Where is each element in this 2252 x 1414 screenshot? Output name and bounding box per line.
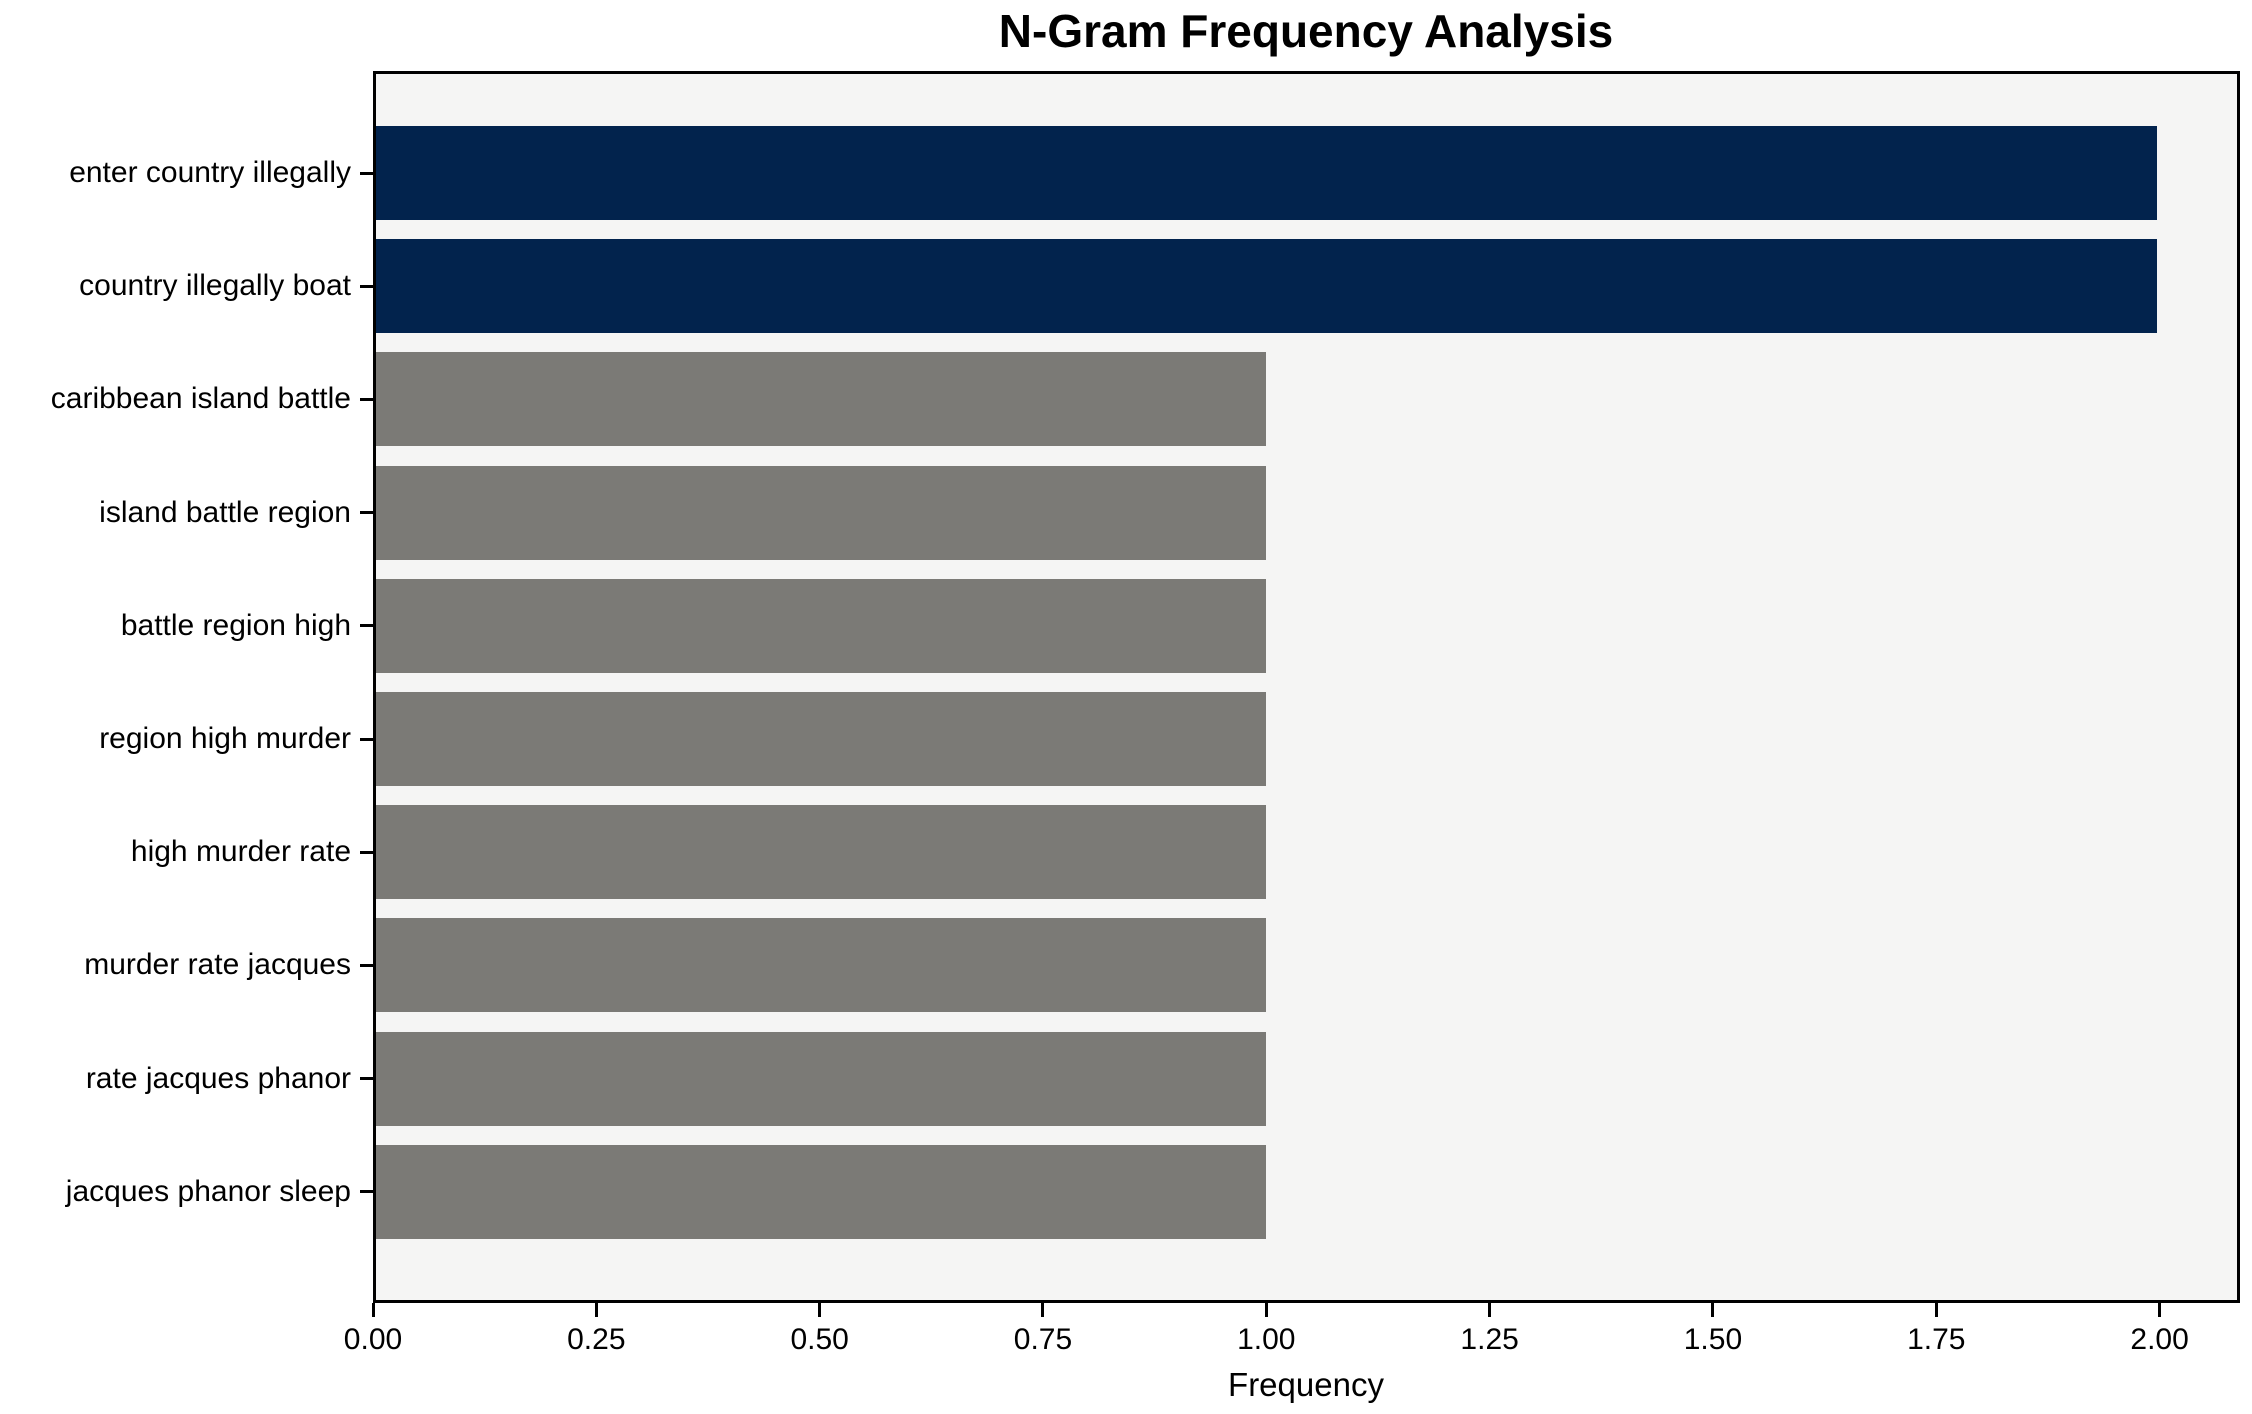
bar bbox=[376, 805, 1267, 900]
x-tick-label: 0.00 bbox=[343, 1323, 403, 1356]
x-tick-mark bbox=[2158, 1303, 2162, 1317]
y-tick-label: murder rate jacques bbox=[84, 948, 351, 982]
x-tick-mark bbox=[1041, 1303, 1045, 1317]
y-tick-mark bbox=[360, 1190, 373, 1194]
y-tick-mark bbox=[360, 511, 373, 515]
plot-area bbox=[373, 71, 2240, 1303]
y-tick-mark bbox=[360, 850, 373, 854]
y-tick-mark bbox=[360, 963, 373, 967]
x-axis-title: Frequency bbox=[1228, 1366, 1384, 1403]
x-tick-mark bbox=[1711, 1303, 1715, 1317]
x-tick-label: 1.00 bbox=[1237, 1323, 1296, 1356]
bar bbox=[376, 578, 1267, 673]
y-tick-label: caribbean island battle bbox=[50, 382, 351, 416]
x-tick-label: 0.25 bbox=[567, 1323, 626, 1356]
bar bbox=[376, 126, 2157, 220]
x-tick-label: 0.75 bbox=[1013, 1323, 1073, 1356]
x-tick-label: 1.75 bbox=[1907, 1323, 1966, 1356]
x-tick-mark bbox=[1264, 1303, 1268, 1317]
bar bbox=[376, 239, 2157, 334]
bar bbox=[376, 1031, 1267, 1126]
y-tick-label: island battle region bbox=[99, 495, 351, 529]
y-tick-mark bbox=[360, 284, 373, 288]
x-tick-label: 0.50 bbox=[790, 1323, 849, 1356]
x-tick-label: 1.25 bbox=[1460, 1323, 1519, 1356]
y-tick-label: jacques phanor sleep bbox=[65, 1174, 351, 1208]
bar bbox=[376, 918, 1267, 1013]
x-tick-label: 1.50 bbox=[1683, 1323, 1743, 1356]
y-tick-mark bbox=[360, 171, 373, 175]
y-tick-mark bbox=[360, 397, 373, 401]
bar bbox=[376, 1144, 1267, 1239]
x-tick-mark bbox=[594, 1303, 598, 1317]
bar bbox=[376, 692, 1267, 786]
y-tick-label: high murder rate bbox=[130, 835, 351, 869]
y-tick-label: rate jacques phanor bbox=[85, 1061, 351, 1095]
x-tick-mark bbox=[1934, 1303, 1938, 1317]
y-tick-mark bbox=[360, 1077, 373, 1081]
y-tick-label: enter country illegally bbox=[69, 156, 351, 189]
y-tick-mark bbox=[360, 624, 373, 628]
y-tick-label: region high murder bbox=[99, 722, 351, 755]
y-tick-label: battle region high bbox=[120, 608, 351, 642]
x-tick-label: 2.00 bbox=[2130, 1323, 2189, 1356]
y-tick-mark bbox=[360, 737, 373, 741]
chart-title: N-Gram Frequency Analysis bbox=[998, 5, 1614, 57]
x-tick-mark bbox=[371, 1303, 375, 1317]
y-tick-label: country illegally boat bbox=[79, 269, 351, 303]
bar bbox=[376, 465, 1267, 560]
x-tick-mark bbox=[1488, 1303, 1492, 1317]
x-tick-mark bbox=[818, 1303, 822, 1317]
bar bbox=[376, 352, 1267, 447]
